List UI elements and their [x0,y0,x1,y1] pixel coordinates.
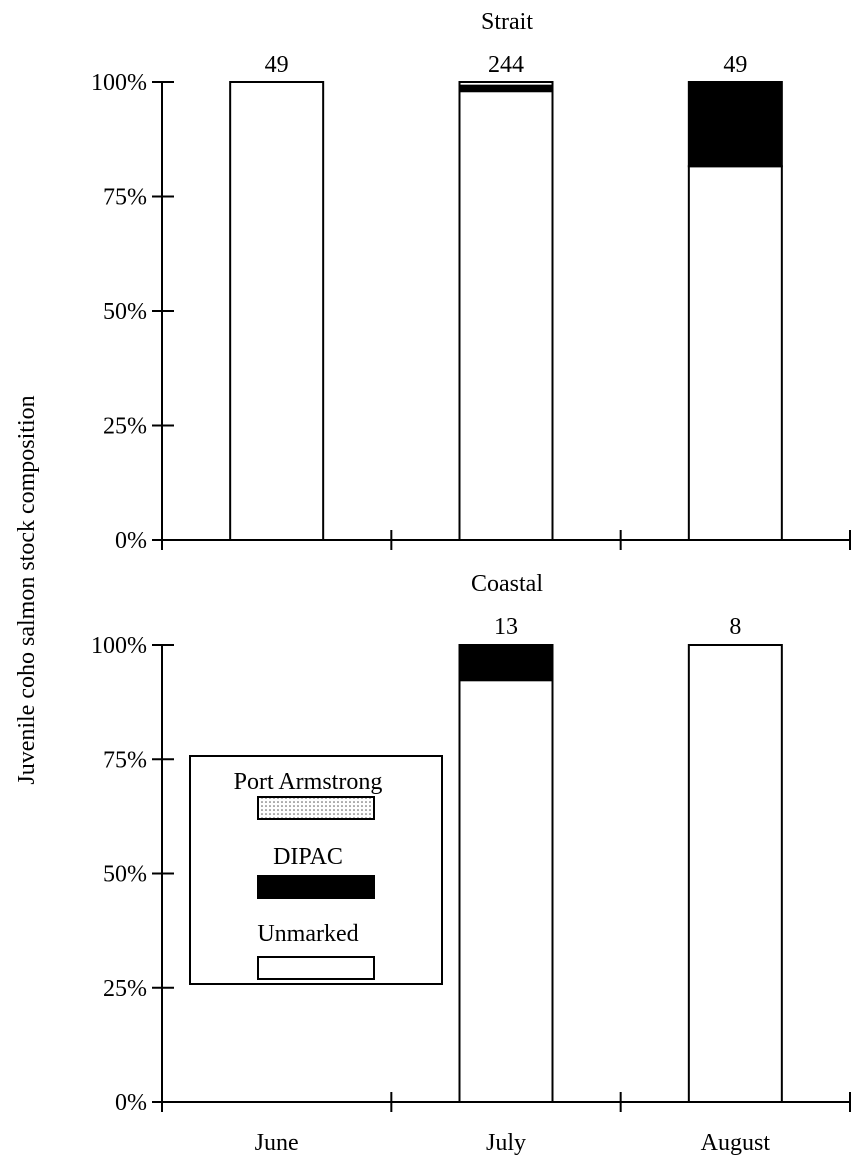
legend: Port Armstrong DIPAC Unmarked [189,755,443,985]
panel-strait: Strait 0% 25% 50% 75% 100% 49 244 49 [91,9,851,554]
legend-label-unmarked: Unmarked [257,921,358,947]
legend-swatch-port-armstrong [257,796,375,820]
y-tick-label: 25% [103,414,147,440]
legend-box [189,755,443,985]
y-axis-title: Juvenile coho salmon stock composition [14,395,40,784]
y-tick-label: 75% [103,747,147,773]
bar-strait-july-unmarked [458,90,554,541]
bar-coastal-july-dipac [458,644,554,682]
sample-count-strait-july: 244 [488,52,524,78]
sample-count-strait-august: 49 [723,52,747,78]
y-tick-label: 50% [103,299,147,325]
panel-coastal: Coastal 0% 25% 50% 75% 100% 13 8 June July August [91,571,851,1156]
legend-label-port-armstrong: Port Armstrong [234,769,383,795]
y-tick-label: 100% [91,633,147,659]
bar-strait-august-dipac [687,81,783,168]
legend-swatch-unmarked [257,956,375,980]
panels: Strait 0% 25% 50% 75% 100% 49 244 49 Coastal 0% 25%… [91,9,851,1156]
y-tick-label: 75% [103,185,147,211]
x-category-label-july: July [486,1130,526,1156]
x-category-label-june: June [255,1130,299,1156]
bar-strait-june-unmarked [229,81,325,541]
y-tick-label: 100% [91,70,147,96]
legend-label-dipac: DIPAC [273,844,343,870]
y-tick-label: 50% [103,862,147,888]
bar-coastal-august-unmarked [687,644,783,1103]
sample-count-coastal-august: 8 [729,614,741,640]
x-category-label-august: August [701,1130,771,1156]
sample-count-coastal-july: 13 [494,614,518,640]
y-tick-label: 0% [115,1090,147,1116]
y-tick-label: 0% [115,528,147,554]
legend-swatch-dipac [257,875,375,899]
y-tick-label: 25% [103,976,147,1002]
bar-coastal-july-unmarked [458,679,554,1104]
bar-strait-august-unmarked [687,165,783,541]
bar-strait-july-port-armstrong [458,81,554,87]
panel-title-coastal: Coastal [471,571,543,597]
sample-count-strait-june: 49 [265,52,289,78]
panel-title-strait: Strait [481,9,533,35]
